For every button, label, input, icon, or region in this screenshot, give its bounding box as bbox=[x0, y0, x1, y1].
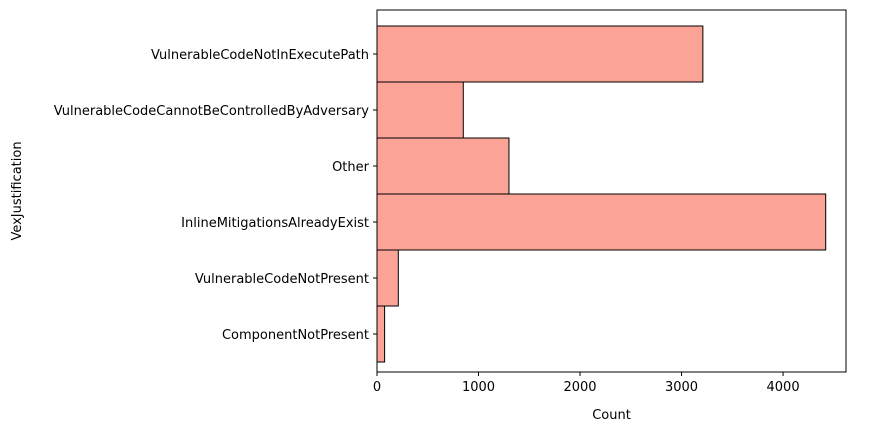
y-tick-label-3: InlineMitigationsAlreadyExist bbox=[181, 216, 369, 231]
bar-4 bbox=[376, 249, 399, 307]
x-tick-label-4: 4000 bbox=[767, 380, 800, 395]
bar-3 bbox=[376, 193, 827, 251]
plot-frame bbox=[376, 9, 847, 373]
bar-5 bbox=[376, 305, 386, 363]
bar-1 bbox=[376, 81, 464, 139]
bar-2 bbox=[376, 137, 510, 195]
y-tick-label-0: VulnerableCodeNotInExecutePath bbox=[151, 48, 369, 63]
y-axis-label: VexJustification bbox=[10, 141, 25, 240]
bar-0 bbox=[376, 25, 704, 83]
x-tick-label-0: 0 bbox=[373, 380, 381, 395]
y-tick-label-4: VulnerableCodeNotPresent bbox=[195, 272, 369, 287]
x-tick-label-3: 3000 bbox=[665, 380, 698, 395]
x-tick-label-1: 1000 bbox=[462, 380, 495, 395]
x-axis-ticks: 0 1000 2000 3000 4000 bbox=[373, 372, 800, 395]
x-tick-label-2: 2000 bbox=[563, 380, 596, 395]
y-tick-label-5: ComponentNotPresent bbox=[222, 328, 369, 343]
bars bbox=[376, 25, 827, 363]
x-axis-label: Count bbox=[592, 408, 631, 423]
y-tick-label-1: VulnerableCodeCannotBeControlledByAdvers… bbox=[54, 104, 370, 119]
y-axis-ticks: VulnerableCodeNotInExecutePath Vulnerable… bbox=[54, 48, 377, 343]
y-tick-label-2: Other bbox=[332, 160, 370, 175]
